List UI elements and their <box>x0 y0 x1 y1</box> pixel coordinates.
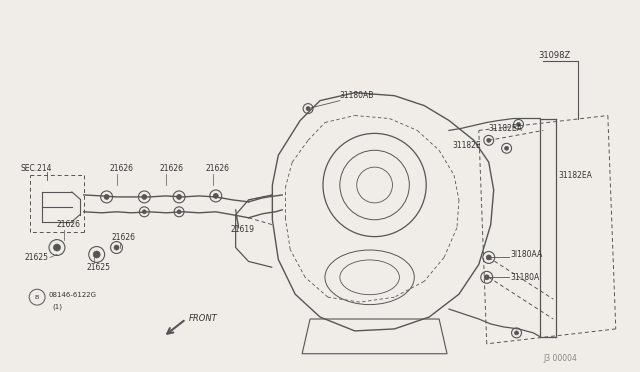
Text: SEC.214: SEC.214 <box>20 164 52 173</box>
Text: 31182EA: 31182EA <box>489 124 523 133</box>
Text: B: B <box>34 295 38 300</box>
Text: 21619: 21619 <box>230 225 255 234</box>
Circle shape <box>177 210 181 214</box>
Text: 21625: 21625 <box>87 263 111 272</box>
Text: FRONT: FRONT <box>189 314 218 324</box>
Text: 21626: 21626 <box>57 220 81 229</box>
Text: 31180A: 31180A <box>511 273 540 282</box>
Text: J3 00004: J3 00004 <box>543 354 577 363</box>
Text: 31182E: 31182E <box>452 141 481 150</box>
Circle shape <box>487 138 491 142</box>
Circle shape <box>104 195 109 199</box>
Circle shape <box>486 255 492 260</box>
Text: 21626: 21626 <box>109 164 134 173</box>
Circle shape <box>484 275 489 280</box>
Circle shape <box>54 244 60 251</box>
Text: 31098Z: 31098Z <box>538 51 571 61</box>
Circle shape <box>142 195 147 199</box>
Text: 21626: 21626 <box>159 164 183 173</box>
Text: 3l180AA: 3l180AA <box>511 250 543 259</box>
Circle shape <box>142 210 147 214</box>
Circle shape <box>177 195 182 199</box>
Circle shape <box>114 245 119 250</box>
Text: (1): (1) <box>52 304 62 310</box>
Circle shape <box>516 122 520 126</box>
Text: 31180AB: 31180AB <box>340 91 374 100</box>
Text: 21625: 21625 <box>24 253 48 262</box>
Text: 21626: 21626 <box>206 164 230 173</box>
Circle shape <box>306 107 310 110</box>
Circle shape <box>93 251 100 258</box>
Circle shape <box>213 193 218 198</box>
Text: 08146-6122G: 08146-6122G <box>48 292 96 298</box>
Circle shape <box>504 146 509 150</box>
Text: 31182EA: 31182EA <box>558 171 592 180</box>
Circle shape <box>515 331 518 335</box>
Text: 21626: 21626 <box>111 233 136 242</box>
